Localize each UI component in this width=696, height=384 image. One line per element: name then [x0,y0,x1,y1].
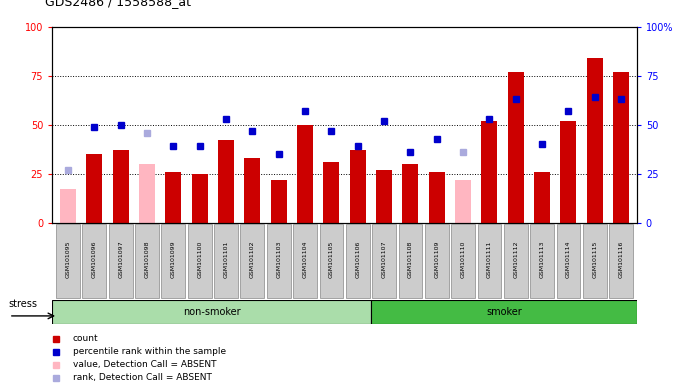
FancyBboxPatch shape [399,224,422,298]
Text: non-smoker: non-smoker [183,307,240,317]
Bar [376,170,392,223]
Bar [60,189,76,223]
Text: GSM101095: GSM101095 [65,241,70,278]
Text: GSM101101: GSM101101 [223,241,228,278]
Bar [86,154,102,223]
FancyBboxPatch shape [214,224,238,298]
FancyBboxPatch shape [609,224,633,298]
FancyBboxPatch shape [109,224,132,298]
FancyBboxPatch shape [372,224,396,298]
Text: GDS2486 / 1558588_at: GDS2486 / 1558588_at [45,0,191,8]
Text: stress: stress [9,299,38,309]
Text: GSM101114: GSM101114 [566,241,571,278]
Bar [52,300,371,324]
FancyBboxPatch shape [346,224,370,298]
Bar [192,174,207,223]
Text: GSM101096: GSM101096 [92,241,97,278]
Text: smoker: smoker [486,307,522,317]
Bar [402,164,418,223]
FancyBboxPatch shape [530,224,554,298]
Bar [560,121,576,223]
Text: GSM101097: GSM101097 [118,241,123,278]
Bar [324,162,339,223]
Text: GSM101116: GSM101116 [619,241,624,278]
Text: GSM101102: GSM101102 [250,241,255,278]
FancyBboxPatch shape [188,224,212,298]
Bar [587,58,603,223]
Text: GSM101108: GSM101108 [408,241,413,278]
FancyBboxPatch shape [135,224,159,298]
Bar [244,158,260,223]
Text: GSM101112: GSM101112 [513,241,519,278]
Text: count: count [72,334,98,343]
FancyBboxPatch shape [293,224,317,298]
Bar [613,72,629,223]
FancyBboxPatch shape [161,224,185,298]
Text: percentile rank within the sample: percentile rank within the sample [72,347,226,356]
Bar [350,150,365,223]
Bar [371,300,637,324]
Text: value, Detection Call = ABSENT: value, Detection Call = ABSENT [72,360,216,369]
Bar [139,164,155,223]
Text: GSM101104: GSM101104 [303,241,308,278]
Bar [429,172,445,223]
Text: GSM101111: GSM101111 [487,241,492,278]
Text: GSM101106: GSM101106 [355,241,361,278]
Text: GSM101113: GSM101113 [539,241,544,278]
Bar [534,172,550,223]
FancyBboxPatch shape [319,224,343,298]
Bar [297,125,313,223]
Bar [455,180,471,223]
Text: rank, Detection Call = ABSENT: rank, Detection Call = ABSENT [72,373,212,382]
FancyBboxPatch shape [425,224,448,298]
FancyBboxPatch shape [504,224,528,298]
FancyBboxPatch shape [241,224,264,298]
Bar [508,72,523,223]
Text: GSM101103: GSM101103 [276,241,281,278]
FancyBboxPatch shape [267,224,290,298]
Text: GSM101098: GSM101098 [145,241,150,278]
FancyBboxPatch shape [583,224,606,298]
Text: GSM101099: GSM101099 [171,241,176,278]
Bar [218,141,234,223]
Bar [482,121,497,223]
FancyBboxPatch shape [477,224,501,298]
Text: GSM101109: GSM101109 [434,241,439,278]
Bar [166,172,181,223]
FancyBboxPatch shape [83,224,106,298]
FancyBboxPatch shape [451,224,475,298]
Bar [113,150,129,223]
Text: GSM101100: GSM101100 [197,241,202,278]
FancyBboxPatch shape [56,224,80,298]
Text: GSM101110: GSM101110 [461,241,466,278]
Text: GSM101107: GSM101107 [381,241,386,278]
Text: GSM101115: GSM101115 [592,241,597,278]
FancyBboxPatch shape [557,224,580,298]
Bar [271,180,287,223]
Text: GSM101105: GSM101105 [329,241,334,278]
